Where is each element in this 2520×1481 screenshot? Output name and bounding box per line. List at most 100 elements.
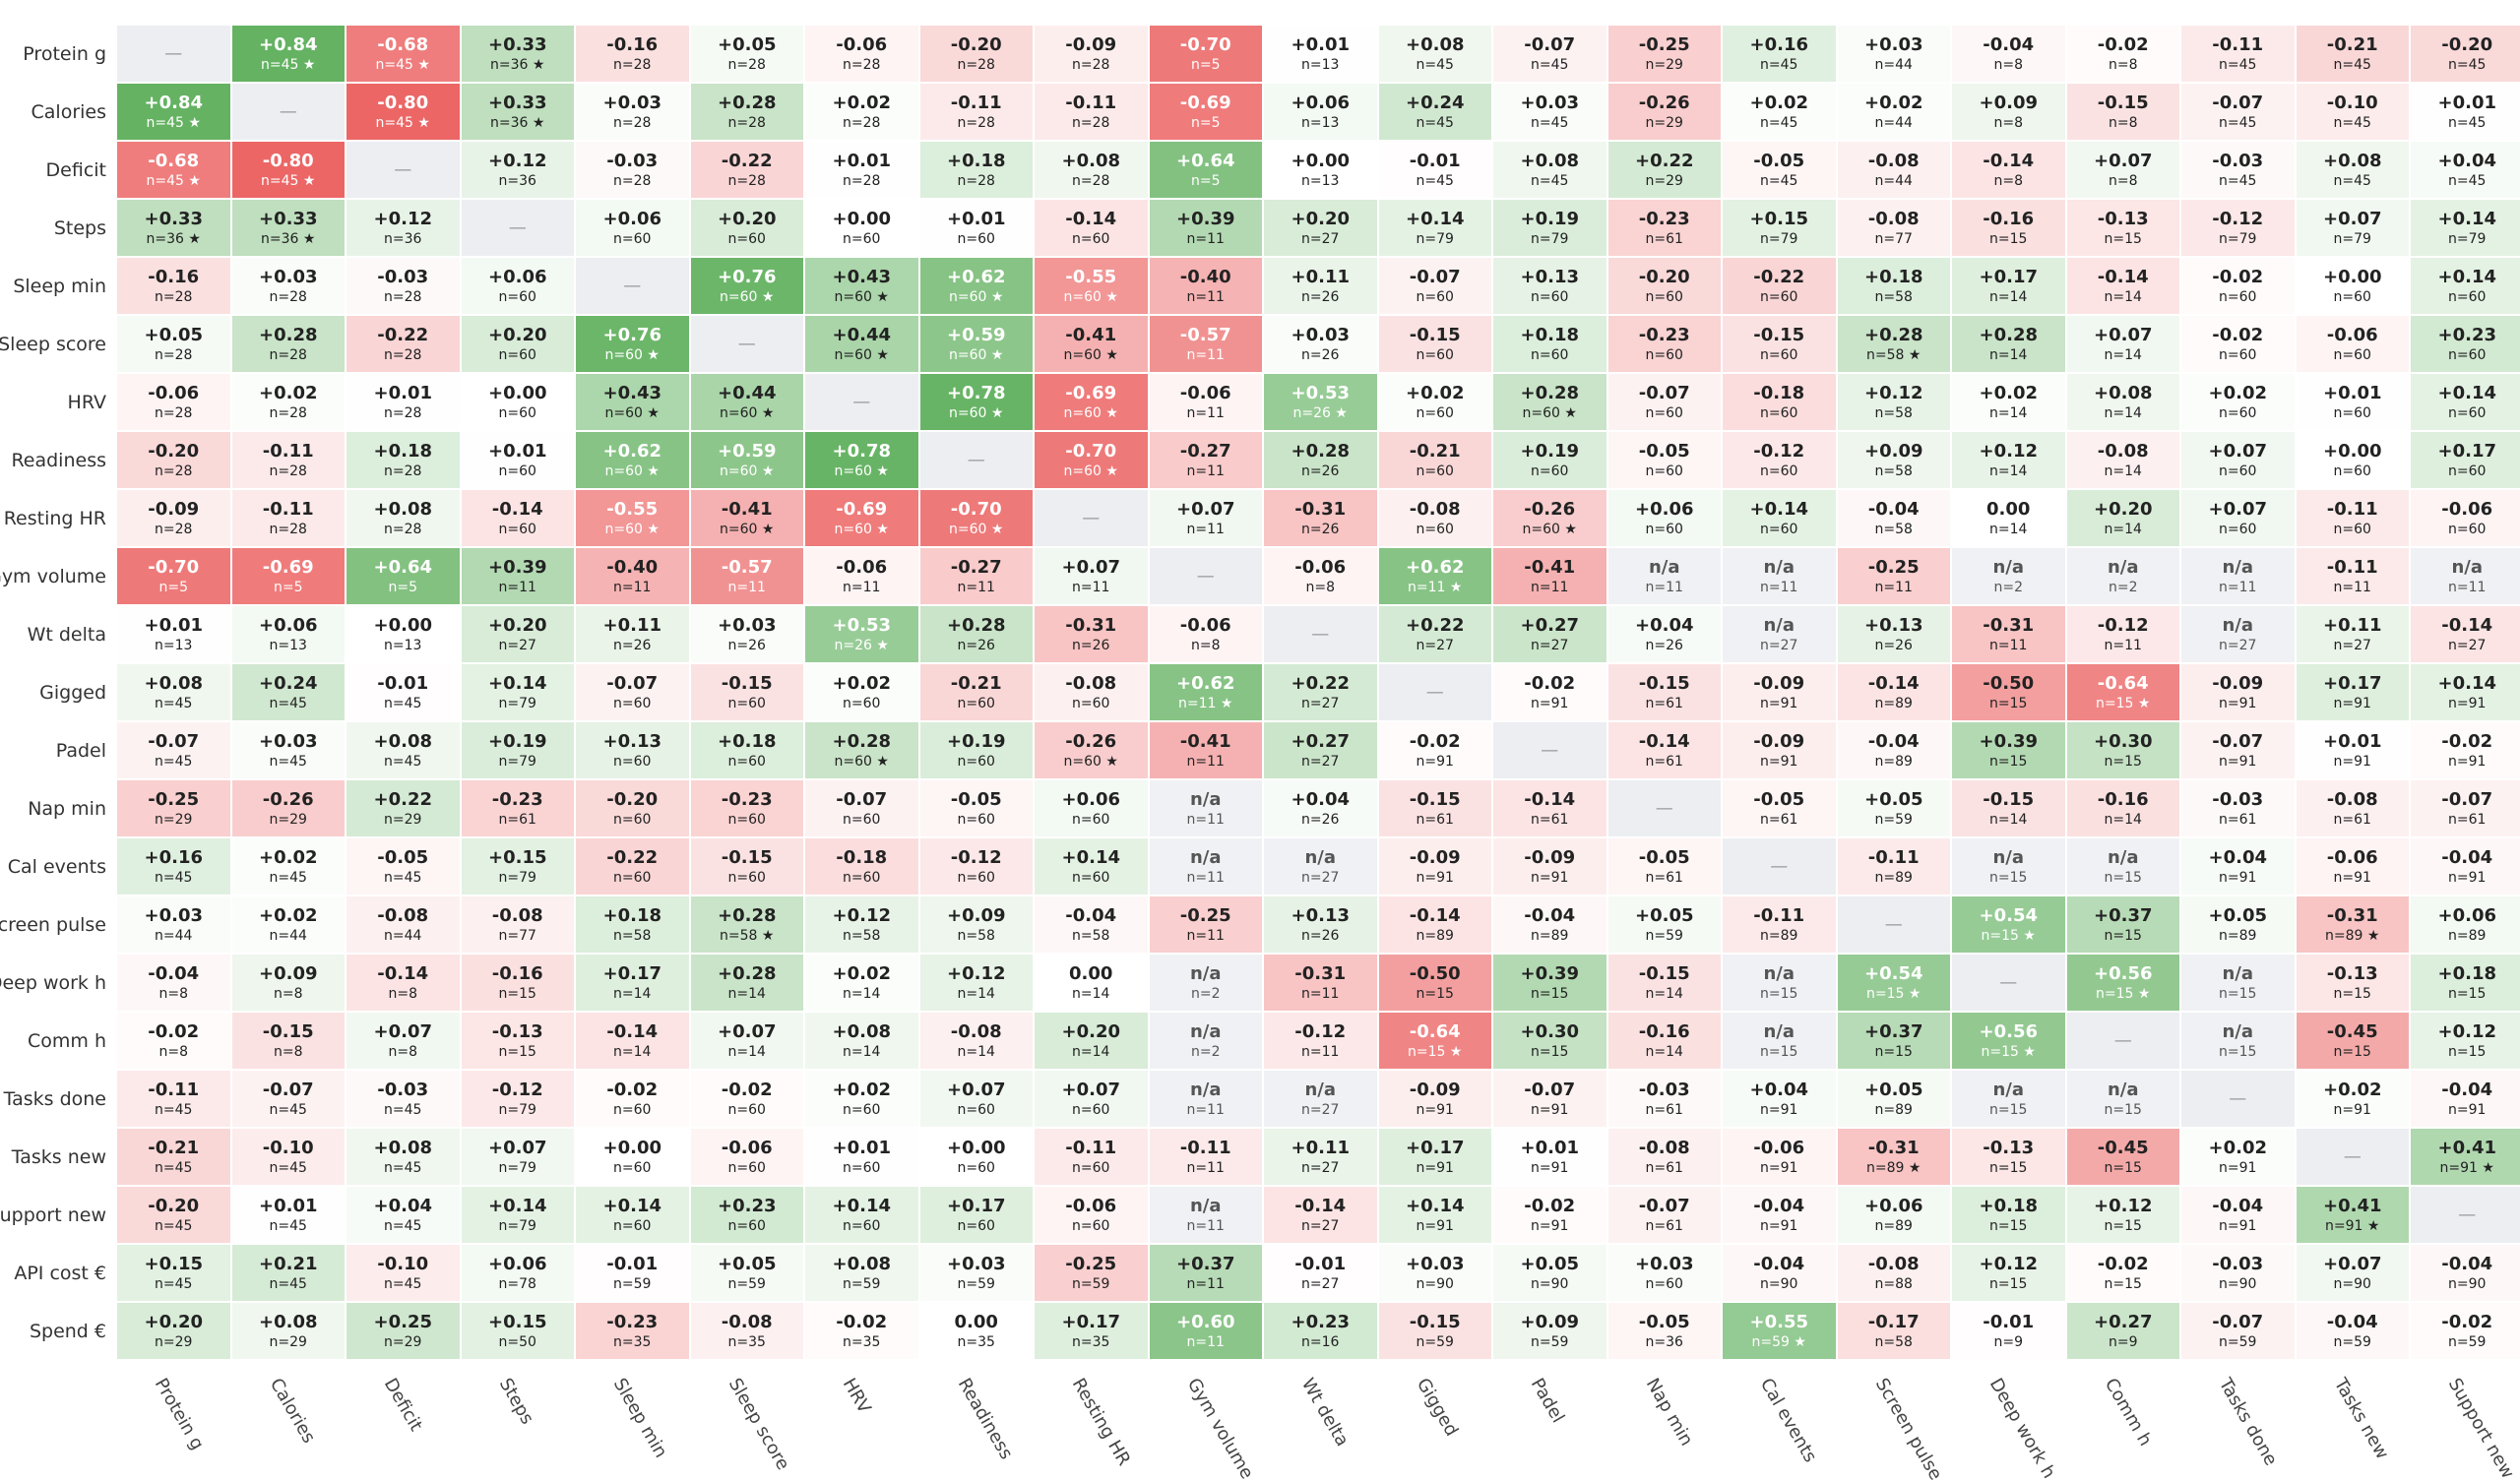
cell: +0.16 n=45 [117,838,230,895]
cell: — [1035,490,1148,546]
cell: -0.11 n=11 [2296,548,2409,604]
cell-value: +0.01 [947,208,1006,229]
cell: +0.39 n=11 [461,548,574,604]
cell: +0.27 n=27 [1493,606,1606,662]
cell-n: n=14 [1989,521,2028,537]
cell-value: +0.27 [1291,730,1351,752]
cell: +0.23 n=16 [1264,1303,1377,1359]
cell-n: n=60 [727,811,766,828]
cell-value: -0.02 [1524,672,1576,694]
cell-value: — [852,391,871,412]
cell-n: n=61 [1416,811,1454,828]
cell-n: n=11 [1989,637,2028,653]
cell: -0.03 n=61 [2181,780,2295,836]
cell-value: +0.06 [2437,904,2497,926]
cell-value: +0.39 [1520,962,1580,984]
cell: +0.39 n=15 [1493,955,1606,1011]
cell-value: -0.68 [148,150,200,171]
cell-value: -0.23 [606,1311,659,1332]
cell: +0.14 n=79 [1378,200,1491,256]
cell-value: -0.08 [950,1020,1002,1042]
cell-n: n=60 [2448,288,2487,305]
cell-n: n=15 [1989,1101,2028,1118]
cell-value: +0.02 [2208,1137,2268,1158]
cell: -0.08 n=44 [1837,142,1950,198]
cell-value: +0.06 [1635,498,1694,520]
cell-n: n=36 ★ [490,114,545,131]
cell: -0.16 n=14 [1607,1013,1721,1069]
cell: -0.50 n=15 [1378,955,1491,1011]
cell: +0.84 n=45 ★ [117,84,230,140]
cell-n: n=59 [843,1275,881,1292]
cell-n: n=28 [384,346,422,363]
cell-value: -0.03 [606,150,659,171]
cell: -0.23 n=61 [461,780,574,836]
cell-value: +0.08 [1061,150,1121,171]
cell: -0.08 n=60 [1035,664,1148,720]
cell: -0.15 n=14 [1952,780,2065,836]
cell: +0.64 n=5 [1149,142,1262,198]
cell: +0.14 n=91 [1378,1187,1491,1243]
cell-value: -0.69 [1179,92,1231,113]
cell-value: +0.08 [373,498,433,520]
cell: -0.14 n=61 [1607,722,1721,778]
cell-value: -0.26 [262,788,314,810]
cell: +0.05 n=59 [690,1245,803,1301]
cell: -0.03 n=45 [346,1071,460,1127]
cell-value: -0.20 [950,33,1002,55]
cell-value: +0.02 [1406,382,1465,403]
cell-value: — [1425,681,1444,703]
cell: -0.70 n=60 ★ [1035,432,1148,488]
cell-n: n=60 [1531,463,1569,479]
cell: -0.69 n=5 [1149,84,1262,140]
cell-n: n=60 ★ [720,288,775,305]
cell-value: +0.12 [2437,1020,2497,1042]
cell-value: +0.28 [259,324,318,345]
cell: +0.07 n=11 [1149,490,1262,546]
cell-value: -0.14 [1524,788,1576,810]
cell: -0.16 n=28 [117,258,230,314]
cell-n: n=60 [498,521,536,537]
cell: +0.62 n=11 ★ [1149,664,1262,720]
cell: +0.14 n=60 [2411,258,2520,314]
cell: -0.03 n=28 [576,142,689,198]
cell-value: +0.23 [718,1195,777,1216]
cell: -0.04 n=90 [1723,1245,1836,1301]
cell-value: +0.13 [1520,266,1580,287]
column-label: Padel [1527,1375,1569,1427]
cell-value: +0.01 [832,150,892,171]
cell-value: -0.13 [2097,208,2149,229]
cell: +0.59 n=60 ★ [690,432,803,488]
cell-n: n=2 [1190,985,1221,1002]
cell-value: -0.13 [1983,1137,2035,1158]
cell: -0.26 n=29 [231,780,345,836]
cell: -0.23 n=35 [576,1303,689,1359]
cell-n: n=11 [957,579,995,595]
cell-n: n=61 [1645,1217,1683,1234]
cell-value: -0.02 [148,1020,200,1042]
cell-n: n=28 [613,56,652,73]
row-label: Padel [55,739,106,762]
cell-n: n=45 [2448,172,2487,189]
cell-value: +0.09 [259,962,318,984]
cell-value: +0.05 [2208,904,2268,926]
cell-n: n=61 [1645,230,1683,247]
cell-n: n=29 [384,811,422,828]
cell-n: n=91 [2333,753,2371,770]
cell: +0.05 n=90 [1493,1245,1606,1301]
cell-value: -0.07 [1524,1079,1576,1100]
cell-value: -0.21 [950,672,1002,694]
cell-n: n=90 [1760,1275,1798,1292]
cell: +0.12 n=15 [2066,1187,2179,1243]
cell-value: n/a [2451,556,2484,578]
row-label: Tasks new [11,1145,106,1168]
cell: -0.05 n=61 [1723,780,1836,836]
cell-value: -0.04 [1753,1253,1805,1274]
cell-value: -0.02 [2212,266,2264,287]
cell: -0.06 n=60 [2296,316,2409,372]
cell-n: n=58 [843,927,881,944]
cell-value: +0.07 [2208,440,2268,462]
cell: -0.09 n=28 [1035,26,1148,82]
cell: +0.09 n=8 [1952,84,2065,140]
cell-value: -0.01 [1983,1311,2035,1332]
